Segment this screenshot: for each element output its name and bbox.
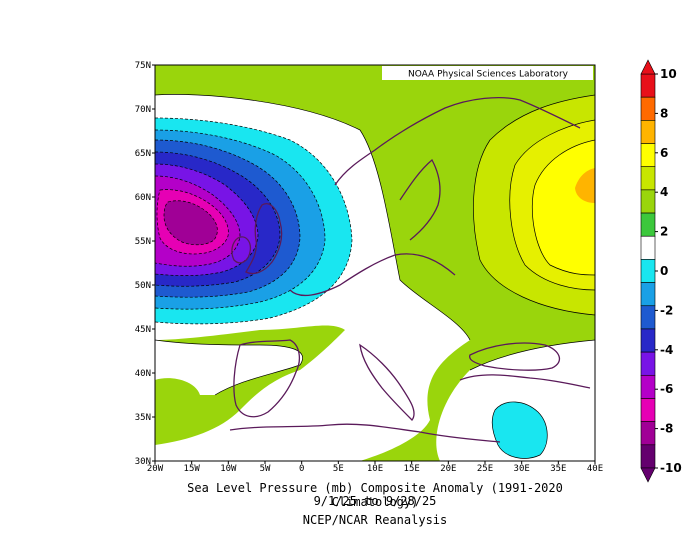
colorbar-label: 2: [660, 225, 668, 239]
plus5-spot: [575, 168, 595, 203]
minus1-cyprus: [492, 401, 548, 459]
colorbar-max-arrow: [640, 59, 656, 75]
coast-africa: [229, 423, 501, 443]
contour-minus7: [156, 189, 229, 255]
colorbar-label: 10: [660, 67, 677, 81]
colorbar: 10 8 6 4 2 0 -2 -4 -6 -8 -10: [640, 59, 682, 483]
colorbar-swatch: [640, 212, 656, 237]
contour-minus5: [155, 163, 259, 276]
contour-cyprus: [491, 401, 548, 459]
colorbar-label: -6: [660, 382, 673, 396]
lon-tick-label: 5W: [260, 464, 271, 474]
figure-title: Sea Level Pressure (mb) Composite Anomal…: [187, 481, 563, 509]
lat-tick-label: 70N: [135, 105, 151, 115]
colorbar-swatch: [640, 305, 656, 330]
lon-tick-label: 0: [299, 464, 304, 474]
colorbar-swatch: [640, 351, 656, 376]
colorbar-label: -4: [660, 343, 673, 357]
coast-turkey: [459, 374, 591, 389]
colorbar-swatch: [640, 282, 656, 307]
lat-tick-label: 65N: [135, 149, 151, 159]
coast-europe: [233, 253, 456, 418]
colorbar-min-arrow: [640, 467, 656, 483]
lon-tick-label: 40E: [587, 464, 603, 474]
colorbar-swatch: [640, 166, 656, 191]
contour-lines: [155, 94, 595, 459]
colorbar-swatch: [640, 398, 656, 422]
contour-minus8: [163, 200, 218, 246]
colorbar-swatch: [640, 444, 656, 469]
coast-scandinavia: [334, 96, 581, 241]
colorbar-swatch: [640, 189, 656, 214]
lon-tick-label: 15E: [404, 464, 420, 474]
plus4-ring: [532, 140, 595, 275]
colorbar-swatch: [640, 235, 656, 260]
colorbar-label: -10: [660, 461, 682, 475]
lon-tick-label: 25E: [477, 464, 493, 474]
plus1-iberia-sw: [155, 378, 200, 418]
coastlines: [229, 96, 591, 443]
colorbar-swatch: [640, 374, 656, 399]
colorbar-swatch: [640, 259, 656, 283]
contour-plus1: [155, 94, 471, 341]
longitude-axis: 20W 15W 10W 5W 0 5E 10E 15E 20E 25E 30E 35E 40E: [147, 461, 603, 474]
data-source: NCEP/NCAR Reanalysis: [302, 513, 448, 527]
lat-tick-label: 45N: [135, 325, 151, 335]
colorbar-label: 0: [660, 264, 668, 278]
watermark-text: NOAA Physical Sciences Laboratory: [408, 70, 569, 80]
lon-tick-label: 5E: [333, 464, 344, 474]
lon-tick-label: 20W: [147, 464, 164, 474]
colorbar-label: 6: [660, 146, 668, 160]
zero-band-east: [436, 340, 595, 461]
contour-minus3: [155, 139, 301, 298]
contour-minus1: [155, 117, 353, 325]
lat-tick-label: 60N: [135, 193, 151, 203]
coast-gb: [245, 203, 283, 275]
colorbar-swatch: [640, 73, 656, 98]
lat-tick-label: 30N: [135, 457, 151, 467]
lat-tick-label: 75N: [135, 61, 151, 71]
lon-tick-label: 30E: [514, 464, 530, 474]
latitude-axis: 75N 70N 65N 60N 55N 50N 45N 40N 35N 30N: [135, 61, 155, 467]
lon-tick-label: 15W: [184, 464, 201, 474]
lat-tick-label: 50N: [135, 281, 151, 291]
colorbar-swatch: [640, 328, 656, 353]
contour-minus4: [155, 151, 281, 287]
lat-tick-label: 35N: [135, 413, 151, 423]
coast-ireland: [231, 236, 252, 264]
lon-tick-label: 20E: [440, 464, 456, 474]
contour-plus1-med: [155, 339, 303, 396]
watermark-box: [382, 66, 593, 80]
coast-italy: [359, 343, 415, 421]
minus8-core: [164, 200, 218, 245]
colorbar-swatch: [640, 143, 656, 168]
coast-blacksea: [469, 342, 561, 371]
colorbar-label: 4: [660, 185, 668, 199]
lon-tick-label: 10E: [367, 464, 383, 474]
colorbar-swatch: [640, 421, 656, 446]
colorbar-label: -2: [660, 303, 673, 317]
contour-minus6: [155, 175, 241, 267]
lat-tick-label: 40N: [135, 369, 151, 379]
negative-contours: [155, 117, 353, 325]
colorbar-swatch: [640, 120, 656, 144]
contour-minus2: [155, 129, 326, 310]
colorbar-label: -8: [660, 422, 673, 436]
contour-plus3: [509, 119, 595, 291]
date-range: 9/1/25 to 9/28/25: [313, 494, 437, 508]
colorbar-swatch: [640, 96, 656, 121]
lon-tick-label: 35E: [550, 464, 566, 474]
lon-tick-label: 10W: [220, 464, 237, 474]
contour-plus4: [531, 139, 595, 276]
colorbar-label: 8: [660, 106, 668, 120]
lat-tick-label: 55N: [135, 237, 151, 247]
map-plot: NOAA Physical Sciences Laboratory: [155, 65, 595, 461]
zero-band-west: [155, 340, 303, 395]
contour-plus2: [473, 94, 595, 316]
